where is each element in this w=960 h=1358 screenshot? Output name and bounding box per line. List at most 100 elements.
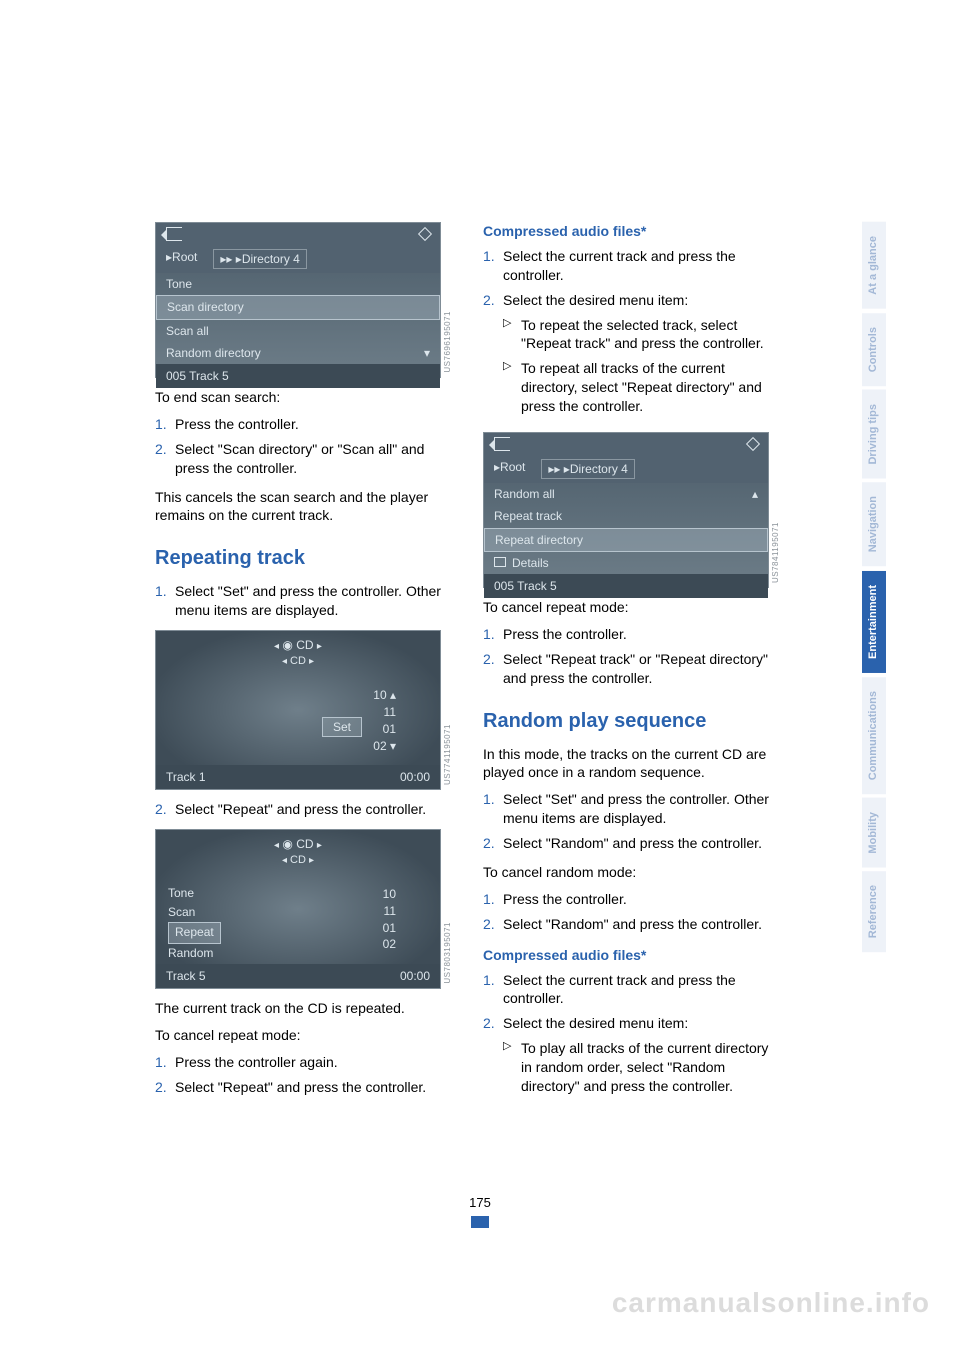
menu-item: Random directory▾ (156, 342, 440, 364)
step-number: 1. (483, 625, 503, 644)
breadcrumb-dir: ▸ Directory 4 (541, 459, 634, 479)
bullet-icon: ▷ (503, 1039, 521, 1096)
ordered-list: 1.Press the controller. 2.Select "Scan d… (155, 415, 455, 478)
menu-item: Details (484, 552, 768, 574)
breadcrumb-dir: ▸ Directory 4 (213, 249, 306, 269)
step-text: Press the controller. (175, 415, 455, 434)
section-heading: Random play sequence (483, 708, 783, 735)
track-label: 005 Track 5 (166, 368, 229, 384)
tab-reference[interactable]: Reference (862, 871, 886, 952)
step-text: Select "Set" and press the controller. O… (175, 582, 455, 620)
step-text: Select "Repeat" and press the controller… (175, 800, 455, 819)
track-label: Track 1 (166, 769, 206, 785)
step-text: Select "Set" and press the controller. O… (503, 790, 783, 828)
ordered-list: 1.Press the controller. 2.Select "Repeat… (483, 625, 783, 688)
menu-item-selected: Repeat directory (484, 528, 768, 552)
body-text: To end scan search: (155, 388, 455, 407)
body-text: The current track on the CD is repeated. (155, 999, 455, 1018)
menu-item: Scan all (156, 320, 440, 342)
watermark: carmanualsonline.info (612, 1284, 930, 1322)
step-number: 2. (155, 800, 175, 819)
track-label: 005 Track 5 (494, 578, 557, 594)
menu-item: Repeat track (484, 505, 768, 527)
ordered-list: 2.Select "Repeat" and press the controll… (155, 800, 455, 819)
subsection-heading: Compressed audio files* (483, 222, 783, 241)
page-columns: Root ▸ Directory 4 Tone Scan directory S… (155, 222, 855, 1112)
step-number: 1. (155, 415, 175, 434)
step-text: Select "Random" and press the controller… (503, 915, 783, 934)
step-number: 2. (155, 1078, 175, 1097)
menu-item-selected: Scan directory (156, 295, 440, 319)
set-button: Set (322, 717, 362, 737)
body-text: To cancel random mode: (483, 863, 783, 882)
step-text: Press the controller. (503, 625, 783, 644)
step-number: 2. (483, 650, 503, 688)
back-icon (166, 227, 182, 241)
step-text: Select the desired menu item: ▷To repeat… (503, 291, 783, 422)
right-column: Compressed audio files* 1.Select the cur… (483, 222, 783, 1112)
cursor-icon (418, 227, 432, 241)
step-text: Select the desired menu item: ▷To play a… (503, 1014, 783, 1102)
step-text: Select "Repeat track" or "Repeat directo… (503, 650, 783, 688)
step-number: 1. (483, 971, 503, 1009)
menu-item: Tone (156, 273, 440, 295)
tab-driving-tips[interactable]: Driving tips (862, 390, 886, 479)
body-text: To cancel repeat mode: (483, 598, 783, 617)
bullet-icon: ▷ (503, 316, 521, 354)
step-number: 1. (483, 790, 503, 828)
step-text: Select the current track and press the c… (503, 247, 783, 285)
step-text: Select "Repeat" and press the controller… (175, 1078, 455, 1097)
ordered-list: 1.Select "Set" and press the controller.… (155, 582, 455, 620)
time-label: 00:00 (400, 769, 430, 785)
step-number: 1. (483, 247, 503, 285)
step-number: 1. (155, 1053, 175, 1072)
tab-entertainment[interactable]: Entertainment (862, 571, 886, 673)
body-text: To cancel repeat mode: (155, 1026, 455, 1045)
screenshot-repeat-menu: ◂ ◉ CD ▸ ◂ CD ▸ Tone Scan Repeat Random … (155, 829, 441, 989)
step-number: 2. (483, 834, 503, 853)
ordered-list: 1.Select "Set" and press the controller.… (483, 790, 783, 853)
figure-ref: US7841195071 (771, 522, 782, 583)
time-label: 00:00 (400, 968, 430, 984)
step-number: 1. (155, 582, 175, 620)
section-heading: Repeating track (155, 545, 455, 572)
body-text: In this mode, the tracks on the current … (483, 745, 783, 783)
back-icon (494, 437, 510, 451)
figure-ref: US7803195071 (443, 922, 454, 984)
step-number: 2. (483, 915, 503, 934)
figure-ref: US7696195071 (443, 311, 454, 373)
step-text: Press the controller again. (175, 1053, 455, 1072)
page-number: 175 (469, 1194, 491, 1212)
tab-mobility[interactable]: Mobility (862, 798, 886, 868)
track-label: Track 5 (166, 968, 206, 984)
ordered-list: 1.Select the current track and press the… (483, 971, 783, 1102)
step-text: Press the controller. (503, 890, 783, 909)
step-text: Select "Scan directory" or "Scan all" an… (175, 440, 455, 478)
step-text: Select "Random" and press the controller… (503, 834, 783, 853)
breadcrumb-root: Root (166, 249, 197, 269)
step-text: Select the current track and press the c… (503, 971, 783, 1009)
cursor-icon (746, 437, 760, 451)
left-column: Root ▸ Directory 4 Tone Scan directory S… (155, 222, 455, 1112)
subsection-heading: Compressed audio files* (483, 946, 783, 965)
page-number-marker (471, 1216, 489, 1228)
ordered-list: 1.Press the controller again. 2.Select "… (155, 1053, 455, 1097)
body-text: This cancels the scan search and the pla… (155, 488, 455, 526)
breadcrumb-root: Root (494, 459, 525, 479)
bullet-icon: ▷ (503, 359, 521, 416)
tab-at-a-glance[interactable]: At a glance (862, 222, 886, 309)
tab-navigation[interactable]: Navigation (862, 482, 886, 566)
figure-ref: US7741195071 (443, 724, 454, 785)
tab-communications[interactable]: Communications (862, 677, 886, 794)
section-tabs: At a glance Controls Driving tips Naviga… (862, 222, 886, 953)
tab-controls[interactable]: Controls (862, 313, 886, 386)
menu-item: Random all▴ (484, 483, 768, 505)
ordered-list: 1.Select the current track and press the… (483, 247, 783, 422)
step-number: 2. (483, 291, 503, 422)
step-number: 2. (155, 440, 175, 478)
ordered-list: 1.Press the controller. 2.Select "Random… (483, 890, 783, 934)
screenshot-repeat-directory: Root ▸ Directory 4 Random all▴ Repeat tr… (483, 432, 769, 588)
step-number: 1. (483, 890, 503, 909)
screenshot-scan-directory: Root ▸ Directory 4 Tone Scan directory S… (155, 222, 441, 378)
step-number: 2. (483, 1014, 503, 1102)
